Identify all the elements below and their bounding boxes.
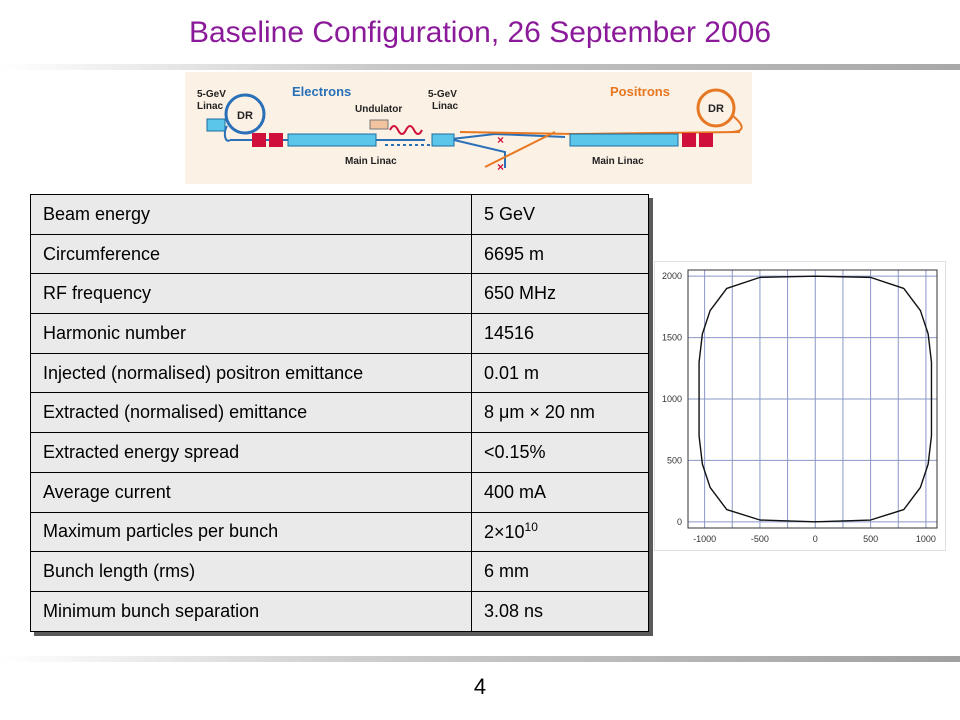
ring-outline-series bbox=[698, 275, 933, 523]
table-row: Injected (normalised) positron emittance… bbox=[30, 352, 649, 394]
parameter-value: 3.08 ns bbox=[471, 590, 649, 632]
x-tick-label: 1000 bbox=[916, 534, 936, 544]
ring-plot-svg: -1000 -500 0 500 1000 0 500 1000 1500 2000 bbox=[662, 269, 938, 544]
electron-extraction bbox=[453, 139, 506, 168]
linac-mid-energy: 5-GeV bbox=[428, 89, 457, 100]
parameter-value: 6 mm bbox=[471, 551, 649, 592]
title-divider bbox=[0, 64, 960, 70]
main-linac-right-label: Main Linac bbox=[592, 156, 644, 167]
table-row: Circumference 6695 m bbox=[30, 233, 649, 275]
parameter-name: Circumference bbox=[30, 233, 472, 275]
linac-left bbox=[206, 118, 226, 132]
x-tick-label: -1000 bbox=[693, 534, 716, 544]
y-tick-label: 2000 bbox=[662, 271, 682, 281]
value-base: 2×10 bbox=[484, 522, 525, 543]
page-number: 4 bbox=[473, 674, 487, 699]
parameter-value: 14516 bbox=[471, 313, 649, 354]
undulator-label: Undulator bbox=[355, 104, 402, 115]
parameter-name: Injected (normalised) positron emittance bbox=[30, 352, 472, 394]
footer-divider bbox=[0, 656, 960, 662]
table-row: Harmonic number 14516 bbox=[30, 313, 649, 354]
parameter-value: 8 μm × 20 nm bbox=[471, 392, 649, 434]
parameter-name: Bunch length (rms) bbox=[30, 551, 472, 592]
parameter-table: Beam energy 5 GeV Circumference 6695 m RF … bbox=[30, 194, 649, 632]
table-row: Average current 400 mA bbox=[30, 471, 649, 513]
positrons-label: Positrons bbox=[610, 84, 670, 99]
parameter-value: 400 mA bbox=[471, 471, 649, 513]
linac-left-name: Linac bbox=[197, 101, 224, 112]
schematic-svg: DR 5-GeV Linac Electrons Main Linac Undu… bbox=[197, 84, 743, 174]
parameter-name: Beam energy bbox=[30, 194, 472, 235]
parameter-name: Maximum particles per bunch bbox=[30, 511, 472, 553]
dump-marker: × bbox=[497, 160, 504, 174]
value-exponent: 10 bbox=[524, 520, 538, 535]
main-linac-right bbox=[569, 133, 679, 147]
undulator-block bbox=[369, 119, 389, 130]
parameter-value: 5 GeV bbox=[471, 194, 649, 235]
dr-right-ring bbox=[696, 88, 736, 128]
parameter-name: RF frequency bbox=[30, 273, 472, 315]
y-tick-label: 1000 bbox=[662, 394, 682, 404]
y-tick-label: 500 bbox=[667, 455, 682, 465]
parameter-name: Minimum bunch separation bbox=[30, 590, 472, 632]
x-tick-label: 500 bbox=[863, 534, 878, 544]
positron-ring-link bbox=[729, 115, 743, 133]
parameter-name: Average current bbox=[30, 471, 472, 513]
table-row: Bunch length (rms) 6 mm bbox=[30, 551, 649, 592]
linac-left-energy: 5-GeV bbox=[197, 89, 226, 100]
magnet bbox=[699, 133, 713, 147]
dr-left-label: DR bbox=[237, 110, 253, 122]
x-tick-label: -500 bbox=[751, 534, 769, 544]
table-row: Extracted energy spread <0.15% bbox=[30, 432, 649, 473]
y-tick-label: 1500 bbox=[662, 333, 682, 343]
undulator-wave bbox=[389, 125, 423, 135]
table-row: Extracted (normalised) emittance 8 μm × 2… bbox=[30, 392, 649, 434]
electrons-label: Electrons bbox=[292, 84, 351, 99]
table-row: Beam energy 5 GeV bbox=[30, 194, 649, 235]
slide-title: Baseline Configuration, 26 September 200… bbox=[188, 16, 772, 49]
parameter-value: <0.15% bbox=[471, 432, 649, 473]
parameter-value: 6695 m bbox=[471, 233, 649, 275]
magnet bbox=[252, 133, 266, 147]
parameter-value: 2×1010 bbox=[471, 511, 649, 553]
parameter-name: Harmonic number bbox=[30, 313, 472, 354]
parameter-value: 650 MHz bbox=[471, 273, 649, 315]
table-row: Minimum bunch separation 3.08 ns bbox=[30, 590, 649, 632]
parameter-name: Extracted (normalised) emittance bbox=[30, 392, 472, 434]
ilc-layout-schematic: DR 5-GeV Linac Electrons Main Linac Undu… bbox=[185, 72, 752, 184]
linac-mid bbox=[431, 133, 455, 147]
linac-mid-name: Linac bbox=[432, 101, 459, 112]
main-linac-left bbox=[287, 133, 377, 147]
main-linac-left-label: Main Linac bbox=[345, 156, 397, 167]
dump-marker: × bbox=[497, 133, 504, 147]
dr-right-label: DR bbox=[708, 103, 724, 115]
y-tick-label: 0 bbox=[677, 517, 682, 527]
ring-shape-plot: -1000 -500 0 500 1000 0 500 1000 1500 2000 bbox=[655, 262, 945, 550]
magnet bbox=[682, 133, 696, 147]
table-row: RF frequency 650 MHz bbox=[30, 273, 649, 315]
magnet bbox=[269, 133, 283, 147]
parameter-value: 0.01 m bbox=[471, 352, 649, 394]
plot-frame bbox=[687, 269, 938, 529]
parameter-name: Extracted energy spread bbox=[30, 432, 472, 473]
table-row: Maximum particles per bunch 2×1010 bbox=[30, 511, 649, 553]
dr-left-ring bbox=[224, 93, 266, 135]
x-tick-label: 0 bbox=[813, 534, 818, 544]
